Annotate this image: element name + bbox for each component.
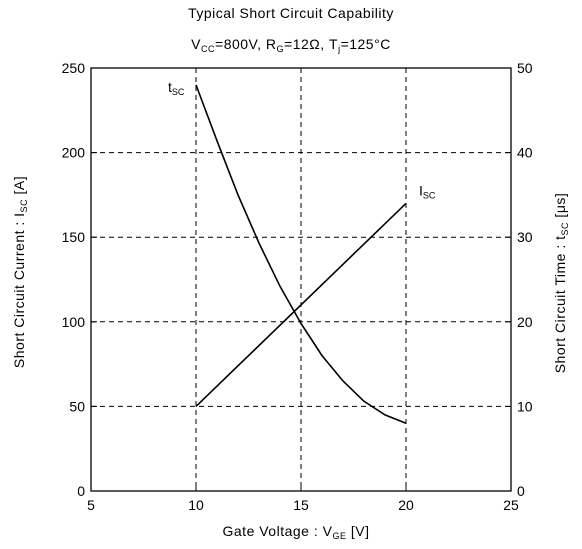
- cond-t-sub: j: [338, 44, 341, 54]
- x-tick-label: 5: [87, 497, 95, 513]
- y-tick-label: 150: [62, 229, 86, 245]
- series-line-isc: [195, 202, 407, 407]
- chart-title: Typical Short Circuit Capability: [188, 5, 394, 21]
- y-tick-label: 50: [69, 398, 85, 414]
- y-tick-label: 200: [62, 145, 86, 161]
- cond-v-sub: CC: [201, 44, 216, 54]
- series-label-tsc: tSC: [168, 79, 185, 97]
- cond-v-val: =800V, R: [215, 36, 277, 52]
- y2-axis-label: Short Circuit Time : tSC [μs]: [552, 192, 570, 374]
- y2-tick-label: 40: [517, 145, 533, 161]
- y2-tick-label: 20: [517, 314, 533, 330]
- x-axis-label: Gate Voltage : VGE [V]: [222, 523, 370, 541]
- cond-r-sub: G: [276, 44, 285, 54]
- series-label-isc: ISC: [419, 182, 436, 200]
- y2-tick-label: 50: [517, 60, 533, 76]
- y-tick-label: 0: [77, 483, 85, 499]
- x-tick-label: 25: [503, 497, 519, 513]
- y-tick-label: 100: [62, 314, 86, 330]
- chart-subtitle: VCC=800V, RG=12Ω, Tj=125°C: [0, 36, 582, 54]
- series-line-tsc: [195, 84, 407, 425]
- cond-r-val: =12Ω, T: [284, 36, 339, 52]
- x-tick-label: 20: [398, 497, 414, 513]
- y2-tick-label: 10: [517, 398, 533, 414]
- cond-v: V: [191, 36, 202, 52]
- y-axis-label: Short Circuit Current : ISC [A]: [11, 175, 29, 369]
- y2-tick-label: 0: [517, 483, 525, 499]
- x-tick-label: 15: [293, 497, 309, 513]
- cond-t-val: =125°C: [340, 36, 391, 52]
- x-tick-label: 10: [188, 497, 204, 513]
- y2-tick-label: 30: [517, 229, 533, 245]
- y-tick-label: 250: [62, 60, 86, 76]
